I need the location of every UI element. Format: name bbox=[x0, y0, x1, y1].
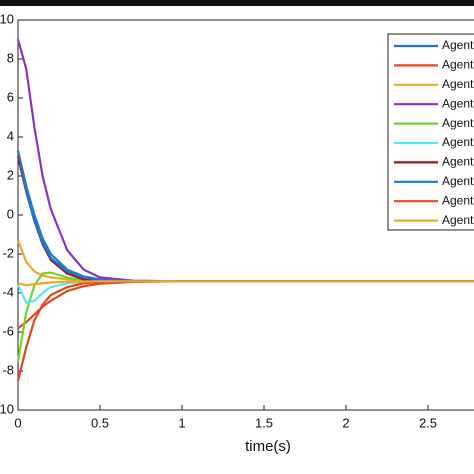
y-tick-label: 4 bbox=[7, 128, 14, 143]
series-line bbox=[16, 239, 474, 283]
legend-label: Agent 8 bbox=[442, 174, 474, 188]
y-tick-label: -10 bbox=[0, 401, 14, 416]
y-tick-label: 8 bbox=[7, 50, 14, 65]
y-tick-label: 0 bbox=[7, 206, 14, 221]
y-tick-label: -2 bbox=[2, 245, 14, 260]
x-tick-label: 2 bbox=[342, 415, 349, 430]
legend-label: Agent 2 bbox=[442, 58, 474, 72]
x-axis-label: time(s) bbox=[245, 438, 291, 455]
y-tick-label: 6 bbox=[7, 89, 14, 104]
y-tick-label: 10 bbox=[0, 11, 14, 26]
legend-label: Agent 1 bbox=[442, 38, 474, 52]
y-tick-label: -4 bbox=[2, 284, 14, 299]
legend-label: Agent 10 bbox=[442, 213, 474, 227]
legend-label: Agent 4 bbox=[442, 96, 474, 110]
top-band bbox=[0, 0, 474, 6]
x-tick-label: 2.5 bbox=[419, 415, 437, 430]
x-tick-label: 0.5 bbox=[91, 415, 109, 430]
y-tick-label: -6 bbox=[2, 323, 14, 338]
legend-box bbox=[387, 33, 474, 231]
legend-label: Agent 3 bbox=[442, 77, 474, 91]
legend-label: Agent 9 bbox=[442, 193, 474, 207]
y-tick-label: -8 bbox=[2, 362, 14, 377]
series-line bbox=[16, 280, 474, 382]
x-tick-label: 0 bbox=[14, 415, 21, 430]
legend-label: Agent 5 bbox=[442, 116, 474, 130]
series-line bbox=[17, 280, 474, 329]
x-tick-label: 1 bbox=[178, 415, 185, 430]
y-tick-label: 2 bbox=[7, 167, 14, 182]
x-tick-label: 1.5 bbox=[255, 415, 273, 430]
legend-label: Agent 6 bbox=[442, 135, 474, 149]
series-line bbox=[17, 280, 474, 304]
series-line bbox=[17, 280, 474, 287]
legend-label: Agent 7 bbox=[442, 155, 474, 169]
